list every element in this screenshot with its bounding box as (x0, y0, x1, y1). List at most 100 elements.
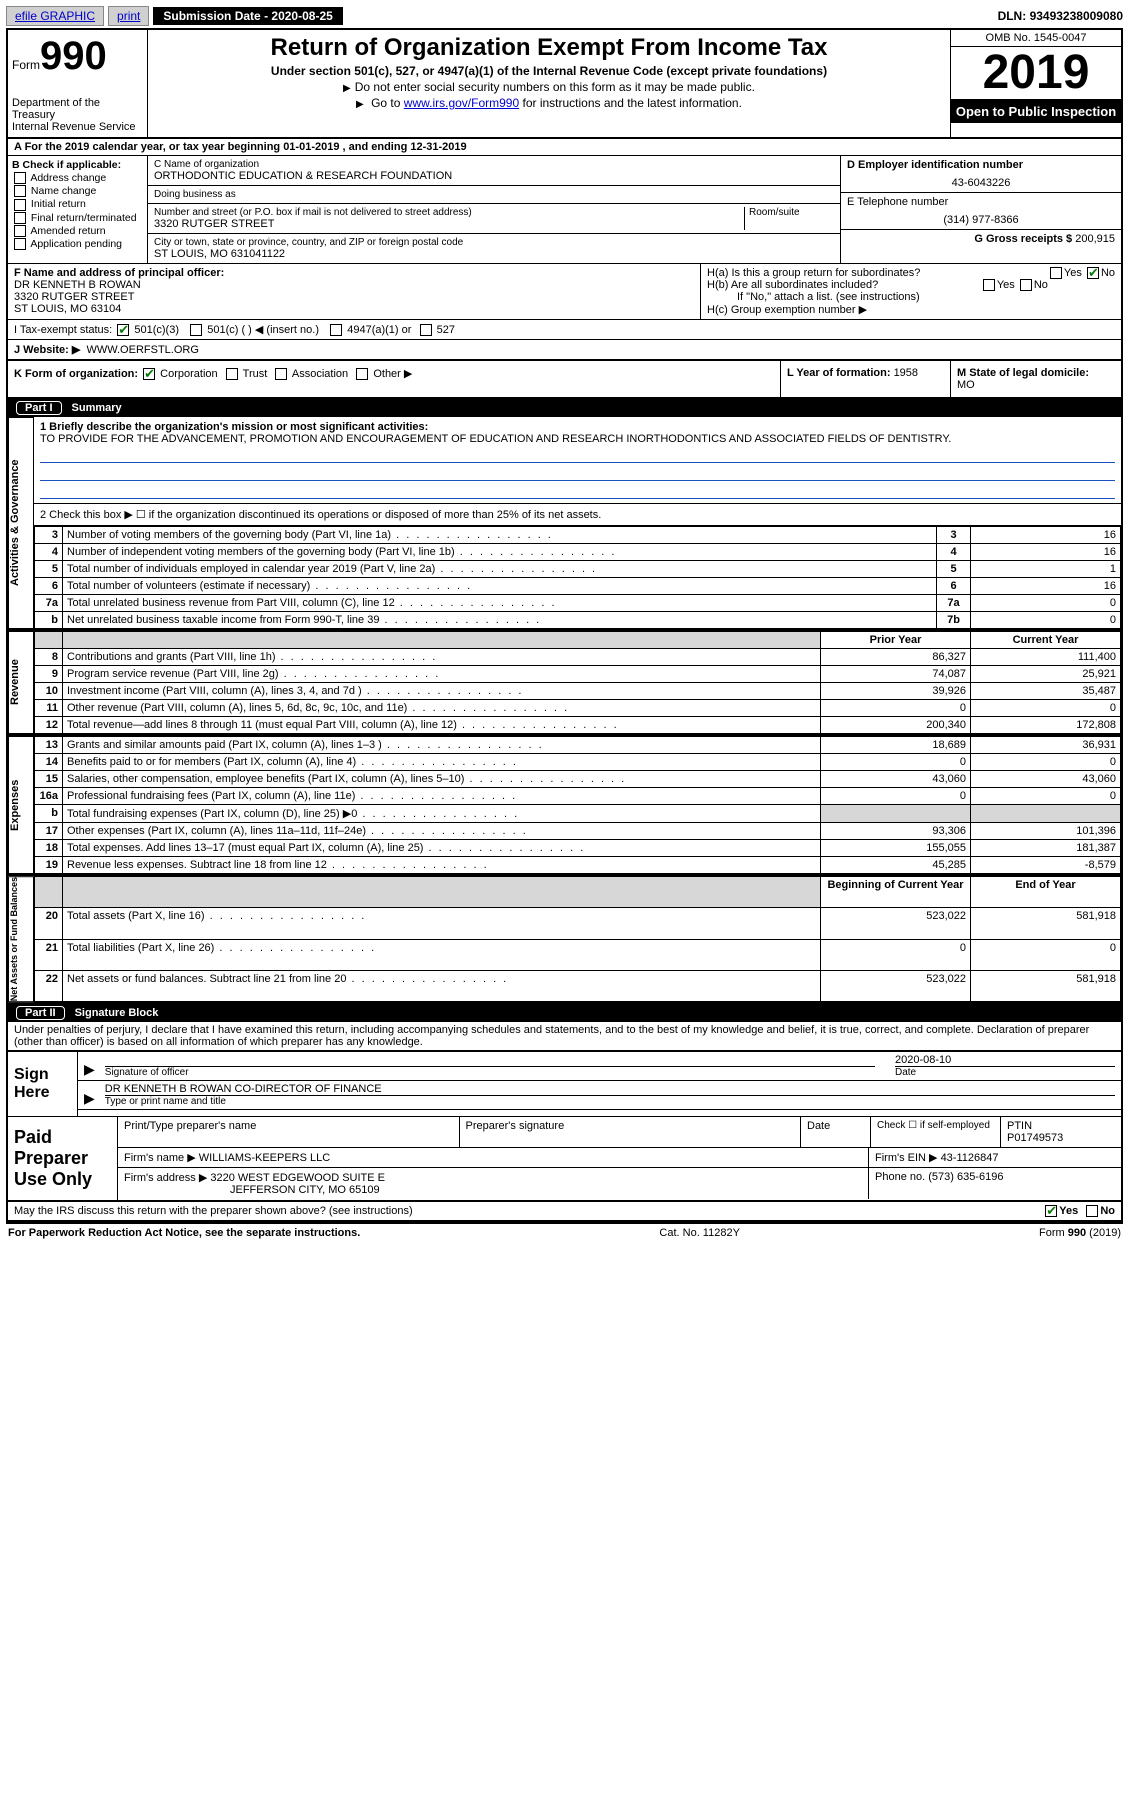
print-button[interactable]: print (108, 6, 149, 26)
table-row: 21Total liabilities (Part X, line 26)00 (35, 939, 1121, 970)
cell-prior: 0 (821, 700, 971, 717)
ha-no[interactable]: No (1101, 267, 1115, 279)
cell-prior: 18,689 (821, 737, 971, 754)
table-row: 3Number of voting members of the governi… (35, 527, 1121, 544)
table-row: 7aTotal unrelated business revenue from … (35, 595, 1121, 612)
line-number: 4 (35, 544, 63, 561)
b-amended-return[interactable]: Amended return (12, 225, 143, 237)
revenue-table: Prior YearCurrent Year8Contributions and… (34, 631, 1121, 734)
line-value: 16 (971, 544, 1121, 561)
blank-line (40, 449, 1115, 463)
cell-current: 0 (971, 754, 1121, 771)
table-row: 22Net assets or fund balances. Subtract … (35, 970, 1121, 1001)
cell-current: 35,487 (971, 683, 1121, 700)
cell-prior: 155,055 (821, 840, 971, 857)
k-other-check[interactable] (356, 368, 368, 380)
ptin-value: P01749573 (1007, 1132, 1063, 1144)
line-desc: Other revenue (Part VIII, column (A), li… (63, 700, 821, 717)
line-desc: Program service revenue (Part VIII, line… (63, 666, 821, 683)
k-corp-check[interactable] (143, 368, 155, 380)
cell-current: 36,931 (971, 737, 1121, 754)
f-name: DR KENNETH B ROWAN (14, 279, 141, 291)
line-number: 13 (35, 737, 63, 754)
b-address-change[interactable]: Address change (12, 172, 143, 184)
form990-link[interactable]: www.irs.gov/Form990 (404, 96, 519, 110)
discuss-yes-check[interactable] (1045, 1205, 1057, 1217)
b-application-pending[interactable]: Application pending (12, 238, 143, 250)
omb-number: OMB No. 1545-0047 (951, 30, 1121, 47)
sig-row-1: Signature of officer 2020-08-10 Date (78, 1052, 1121, 1081)
prep-date-label: Date (801, 1117, 871, 1147)
line-number: 3 (35, 527, 63, 544)
line-1-label: 1 Briefly describe the organization's mi… (40, 421, 428, 433)
c-room-label: Room/suite (749, 207, 834, 218)
b-final-return[interactable]: Final return/terminated (12, 212, 143, 224)
k-trust-check[interactable] (226, 368, 238, 380)
form-header: Form990 Department of the Treasury Inter… (8, 30, 1121, 139)
h-a: H(a) Is this a group return for subordin… (707, 267, 1115, 279)
line-desc: Total expenses. Add lines 13–17 (must eq… (63, 840, 821, 857)
hb-no[interactable]: No (1034, 279, 1048, 291)
line-desc: Net assets or fund balances. Subtract li… (63, 970, 821, 1001)
line-box: 6 (937, 578, 971, 595)
i-501c: 501(c) ( ) ◀ (insert no.) (207, 324, 319, 336)
ha-yes[interactable]: Yes (1064, 267, 1082, 279)
prep-ptin: PTIN P01749573 (1001, 1117, 1121, 1147)
d-value: 43-6043226 (847, 177, 1115, 189)
firm-name: WILLIAMS-KEEPERS LLC (199, 1152, 330, 1164)
submission-date: Submission Date - 2020-08-25 (153, 7, 342, 25)
discuss-yes: Yes (1059, 1205, 1078, 1217)
line-number: 16a (35, 788, 63, 805)
open-to-public: Open to Public Inspection (951, 100, 1121, 123)
firm-addr1: 3220 WEST EDGEWOOD SUITE E (210, 1172, 385, 1184)
d-ein: D Employer identification number 43-6043… (841, 156, 1121, 193)
b-name-change[interactable]: Name change (12, 185, 143, 197)
part-i-header: Part I Summary (8, 399, 1121, 417)
efile-link[interactable]: efile GRAPHIC (6, 6, 104, 26)
prep-selfemp[interactable]: Check ☐ if self-employed (871, 1117, 1001, 1147)
f-addr1: 3320 RUTGER STREET (14, 291, 134, 303)
d-label: D Employer identification number (847, 159, 1023, 171)
k-assoc-check[interactable] (275, 368, 287, 380)
k-other: Other ▶ (373, 368, 412, 380)
c-addr-value: 3320 RUTGER STREET (154, 218, 744, 230)
form-title: Return of Organization Exempt From Incom… (156, 34, 942, 62)
part-ii-num: Part II (16, 1006, 65, 1020)
l-year: L Year of formation: 1958 (781, 361, 951, 397)
dln: DLN: 93493238009080 (998, 9, 1123, 23)
firm-phone: (573) 635-6196 (928, 1171, 1003, 1183)
cell-current: 0 (971, 939, 1121, 970)
k-assoc: Association (292, 368, 348, 380)
discuss-no-check[interactable] (1086, 1205, 1098, 1217)
page-footer: For Paperwork Reduction Act Notice, see … (6, 1224, 1123, 1242)
i-501c-check[interactable] (190, 324, 202, 336)
prep-sig-label: Preparer's signature (460, 1117, 802, 1147)
part-ii-header: Part II Signature Block (8, 1004, 1121, 1022)
b-initial-return[interactable]: Initial return (12, 198, 143, 210)
firm-addr2: JEFFERSON CITY, MO 65109 (124, 1184, 380, 1196)
i-4947: 4947(a)(1) or (347, 324, 411, 336)
k-label: K Form of organization: (14, 368, 138, 380)
i-527-check[interactable] (420, 324, 432, 336)
k-corp: Corporation (160, 368, 217, 380)
cell-current: 0 (971, 700, 1121, 717)
goto-post: for instructions and the latest informat… (519, 96, 742, 110)
goto-pre: Go to (371, 96, 404, 110)
line-number: 17 (35, 823, 63, 840)
i-4947-check[interactable] (330, 324, 342, 336)
table-row: 13Grants and similar amounts paid (Part … (35, 737, 1121, 754)
cell-prior: 86,327 (821, 649, 971, 666)
arrow-icon (84, 1061, 105, 1078)
h-a-label: H(a) Is this a group return for subordin… (707, 267, 920, 279)
line-desc: Salaries, other compensation, employee b… (63, 771, 821, 788)
line-desc: Other expenses (Part IX, column (A), lin… (63, 823, 821, 840)
header-right: OMB No. 1545-0047 2019 Open to Public In… (951, 30, 1121, 137)
i-label: I Tax-exempt status: (14, 324, 112, 336)
line-number: 22 (35, 970, 63, 1001)
table-row: 11Other revenue (Part VIII, column (A), … (35, 700, 1121, 717)
line-desc: Total number of individuals employed in … (63, 561, 937, 578)
i-501c3-check[interactable] (117, 324, 129, 336)
hb-yes[interactable]: Yes (997, 279, 1015, 291)
line-box: 5 (937, 561, 971, 578)
cell-prior: 43,060 (821, 771, 971, 788)
